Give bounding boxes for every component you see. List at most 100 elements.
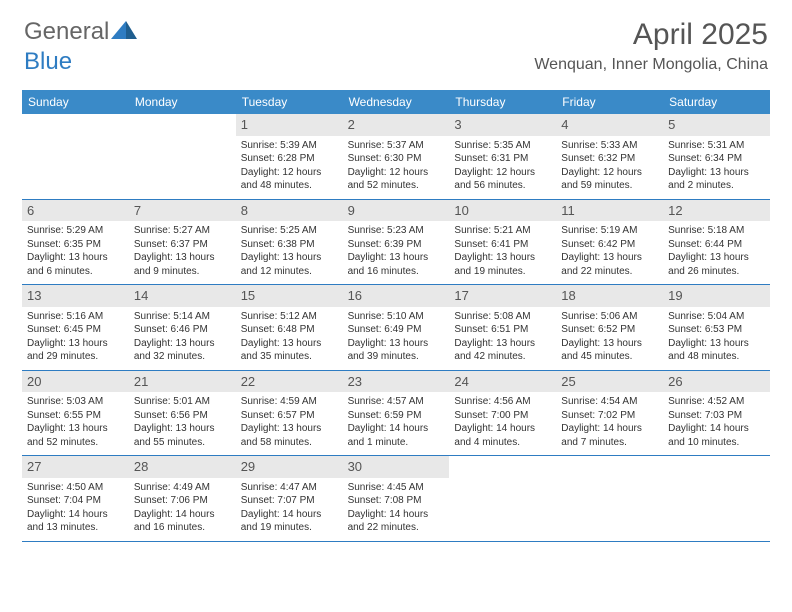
daylight-text: Daylight: 13 hours and 16 minutes. bbox=[348, 251, 445, 278]
day-cell: 18 Sunrise: 5:06 AMSunset: 6:52 PMDayligh… bbox=[556, 285, 663, 370]
day-cell: 24Sunrise: 4:56 AMSunset: 7:00 PMDayligh… bbox=[449, 371, 556, 456]
daylight-text: Daylight: 14 hours and 1 minute. bbox=[348, 422, 445, 449]
day-number: 5 bbox=[663, 114, 770, 136]
day-number: 22 bbox=[236, 371, 343, 393]
brand-part1: General bbox=[24, 18, 109, 46]
day-number: 10 bbox=[449, 200, 556, 222]
daylight-text: Daylight: 14 hours and 16 minutes. bbox=[134, 508, 231, 535]
day-cell: 27Sunrise: 4:50 AMSunset: 7:04 PMDayligh… bbox=[22, 456, 129, 541]
sunset-text: Sunset: 7:07 PM bbox=[241, 494, 338, 508]
day-number: 16 bbox=[343, 285, 450, 307]
day-number: 4 bbox=[556, 114, 663, 136]
daylight-text: Daylight: 12 hours and 52 minutes. bbox=[348, 166, 445, 193]
sunrise-text: Sunrise: 5:39 AM bbox=[241, 139, 338, 153]
day-cell: 21Sunrise: 5:01 AMSunset: 6:56 PMDayligh… bbox=[129, 371, 236, 456]
weekday-monday: Monday bbox=[129, 90, 236, 114]
sunset-text: Sunset: 6:52 PM bbox=[561, 323, 658, 337]
daylight-text: Daylight: 13 hours and 2 minutes. bbox=[668, 166, 765, 193]
weekday-friday: Friday bbox=[556, 90, 663, 114]
sunrise-text: Sunrise: 5:03 AM bbox=[27, 395, 124, 409]
weeks-container: 1Sunrise: 5:39 AMSunset: 6:28 PMDaylight… bbox=[22, 114, 770, 542]
daylight-text: Daylight: 14 hours and 10 minutes. bbox=[668, 422, 765, 449]
daylight-text: Daylight: 13 hours and 29 minutes. bbox=[27, 337, 124, 364]
header: General April 2025 Wenquan, Inner Mongol… bbox=[0, 0, 792, 82]
daylight-text: Daylight: 13 hours and 19 minutes. bbox=[454, 251, 551, 278]
sunset-text: Sunset: 7:04 PM bbox=[27, 494, 124, 508]
sunrise-text: Sunrise: 4:54 AM bbox=[561, 395, 658, 409]
sunrise-text: Sunrise: 5:29 AM bbox=[27, 224, 124, 238]
sunset-text: Sunset: 7:06 PM bbox=[134, 494, 231, 508]
sunset-text: Sunset: 6:34 PM bbox=[668, 152, 765, 166]
sunset-text: Sunset: 6:32 PM bbox=[561, 152, 658, 166]
day-number: 8 bbox=[236, 200, 343, 222]
day-number: 13 bbox=[22, 285, 129, 307]
daylight-text: Daylight: 12 hours and 48 minutes. bbox=[241, 166, 338, 193]
day-cell: 5Sunrise: 5:31 AMSunset: 6:34 PMDaylight… bbox=[663, 114, 770, 199]
day-cell: 2Sunrise: 5:37 AMSunset: 6:30 PMDaylight… bbox=[343, 114, 450, 199]
daylight-text: Daylight: 13 hours and 45 minutes. bbox=[561, 337, 658, 364]
sunset-text: Sunset: 6:35 PM bbox=[27, 238, 124, 252]
weekday-tuesday: Tuesday bbox=[236, 90, 343, 114]
day-number: 26 bbox=[663, 371, 770, 393]
sunrise-text: Sunrise: 4:56 AM bbox=[454, 395, 551, 409]
daylight-text: Daylight: 13 hours and 6 minutes. bbox=[27, 251, 124, 278]
sunrise-text: Sunrise: 5:16 AM bbox=[27, 310, 124, 324]
month-title: April 2025 bbox=[534, 18, 768, 52]
day-cell: 30Sunrise: 4:45 AMSunset: 7:08 PMDayligh… bbox=[343, 456, 450, 541]
day-cell bbox=[129, 114, 236, 199]
daylight-text: Daylight: 13 hours and 22 minutes. bbox=[561, 251, 658, 278]
day-number: 2 bbox=[343, 114, 450, 136]
weekday-thursday: Thursday bbox=[449, 90, 556, 114]
day-cell: 28Sunrise: 4:49 AMSunset: 7:06 PMDayligh… bbox=[129, 456, 236, 541]
sunrise-text: Sunrise: 5:27 AM bbox=[134, 224, 231, 238]
daylight-text: Daylight: 13 hours and 12 minutes. bbox=[241, 251, 338, 278]
sunrise-text: Sunrise: 5:35 AM bbox=[454, 139, 551, 153]
sunrise-text: Sunrise: 5:18 AM bbox=[668, 224, 765, 238]
daylight-text: Daylight: 13 hours and 39 minutes. bbox=[348, 337, 445, 364]
sunset-text: Sunset: 6:59 PM bbox=[348, 409, 445, 423]
sunrise-text: Sunrise: 5:06 AM bbox=[561, 310, 658, 324]
week-row: 13Sunrise: 5:16 AMSunset: 6:45 PMDayligh… bbox=[22, 285, 770, 371]
day-number: 30 bbox=[343, 456, 450, 478]
sunset-text: Sunset: 7:03 PM bbox=[668, 409, 765, 423]
day-cell: 29Sunrise: 4:47 AMSunset: 7:07 PMDayligh… bbox=[236, 456, 343, 541]
weekday-header-row: Sunday Monday Tuesday Wednesday Thursday… bbox=[22, 90, 770, 114]
weekday-saturday: Saturday bbox=[663, 90, 770, 114]
sunset-text: Sunset: 6:57 PM bbox=[241, 409, 338, 423]
day-number: 29 bbox=[236, 456, 343, 478]
daylight-text: Daylight: 14 hours and 4 minutes. bbox=[454, 422, 551, 449]
day-cell: 22 Sunrise: 4:59 AMSunset: 6:57 PMDayligh… bbox=[236, 371, 343, 456]
sunset-text: Sunset: 6:39 PM bbox=[348, 238, 445, 252]
day-cell: 15Sunrise: 5:12 AMSunset: 6:48 PMDayligh… bbox=[236, 285, 343, 370]
daylight-text: Daylight: 13 hours and 26 minutes. bbox=[668, 251, 765, 278]
sunrise-text: Sunrise: 5:23 AM bbox=[348, 224, 445, 238]
day-cell: 25Sunrise: 4:54 AMSunset: 7:02 PMDayligh… bbox=[556, 371, 663, 456]
day-number: 23 bbox=[343, 371, 450, 393]
sunset-text: Sunset: 6:28 PM bbox=[241, 152, 338, 166]
daylight-text: Daylight: 13 hours and 58 minutes. bbox=[241, 422, 338, 449]
sunrise-text: Sunrise: 5:08 AM bbox=[454, 310, 551, 324]
day-cell: 26Sunrise: 4:52 AMSunset: 7:03 PMDayligh… bbox=[663, 371, 770, 456]
day-cell: 3Sunrise: 5:35 AMSunset: 6:31 PMDaylight… bbox=[449, 114, 556, 199]
day-number: 11 bbox=[556, 200, 663, 222]
week-row: 6Sunrise: 5:29 AMSunset: 6:35 PMDaylight… bbox=[22, 200, 770, 286]
day-cell: 9Sunrise: 5:23 AMSunset: 6:39 PMDaylight… bbox=[343, 200, 450, 285]
day-number: 19 bbox=[663, 285, 770, 307]
day-cell: 12Sunrise: 5:18 AMSunset: 6:44 PMDayligh… bbox=[663, 200, 770, 285]
day-cell: 1Sunrise: 5:39 AMSunset: 6:28 PMDaylight… bbox=[236, 114, 343, 199]
brand-part2: Blue bbox=[24, 48, 72, 76]
sunrise-text: Sunrise: 4:45 AM bbox=[348, 481, 445, 495]
sunrise-text: Sunrise: 4:59 AM bbox=[241, 395, 338, 409]
day-cell: 11Sunrise: 5:19 AMSunset: 6:42 PMDayligh… bbox=[556, 200, 663, 285]
sunset-text: Sunset: 6:42 PM bbox=[561, 238, 658, 252]
sunset-text: Sunset: 6:38 PM bbox=[241, 238, 338, 252]
daylight-text: Daylight: 13 hours and 55 minutes. bbox=[134, 422, 231, 449]
sunrise-text: Sunrise: 5:04 AM bbox=[668, 310, 765, 324]
brand-triangle-icon bbox=[111, 18, 137, 46]
sunrise-text: Sunrise: 5:33 AM bbox=[561, 139, 658, 153]
day-number: 24 bbox=[449, 371, 556, 393]
day-number: 18 bbox=[556, 285, 663, 307]
day-number: 15 bbox=[236, 285, 343, 307]
sunrise-text: Sunrise: 5:21 AM bbox=[454, 224, 551, 238]
sunset-text: Sunset: 6:55 PM bbox=[27, 409, 124, 423]
